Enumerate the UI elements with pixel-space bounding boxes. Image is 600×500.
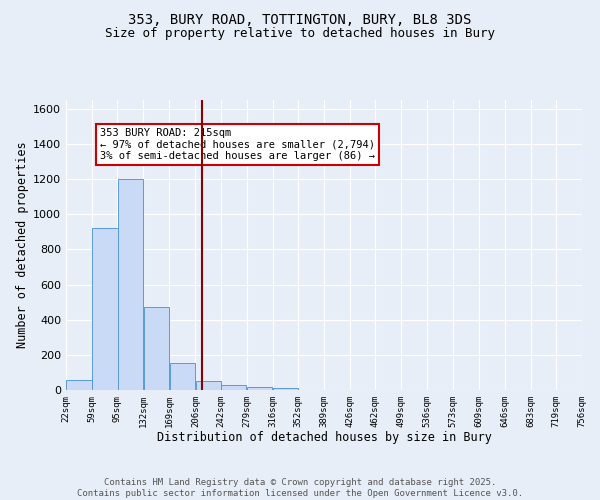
X-axis label: Distribution of detached houses by size in Bury: Distribution of detached houses by size … <box>157 432 491 444</box>
Text: 353, BURY ROAD, TOTTINGTON, BURY, BL8 3DS: 353, BURY ROAD, TOTTINGTON, BURY, BL8 3D… <box>128 12 472 26</box>
Text: Contains HM Land Registry data © Crown copyright and database right 2025.
Contai: Contains HM Land Registry data © Crown c… <box>77 478 523 498</box>
Text: 353 BURY ROAD: 215sqm
← 97% of detached houses are smaller (2,794)
3% of semi-de: 353 BURY ROAD: 215sqm ← 97% of detached … <box>100 128 375 162</box>
Bar <box>92 228 118 390</box>
Bar <box>170 363 195 390</box>
Bar <box>273 388 298 390</box>
Y-axis label: Number of detached properties: Number of detached properties <box>16 142 29 348</box>
Bar <box>143 306 169 390</box>
Bar <box>66 380 92 390</box>
Bar <box>247 388 272 390</box>
Bar <box>118 179 143 390</box>
Bar <box>196 381 221 390</box>
Bar <box>221 384 247 390</box>
Text: Size of property relative to detached houses in Bury: Size of property relative to detached ho… <box>105 28 495 40</box>
